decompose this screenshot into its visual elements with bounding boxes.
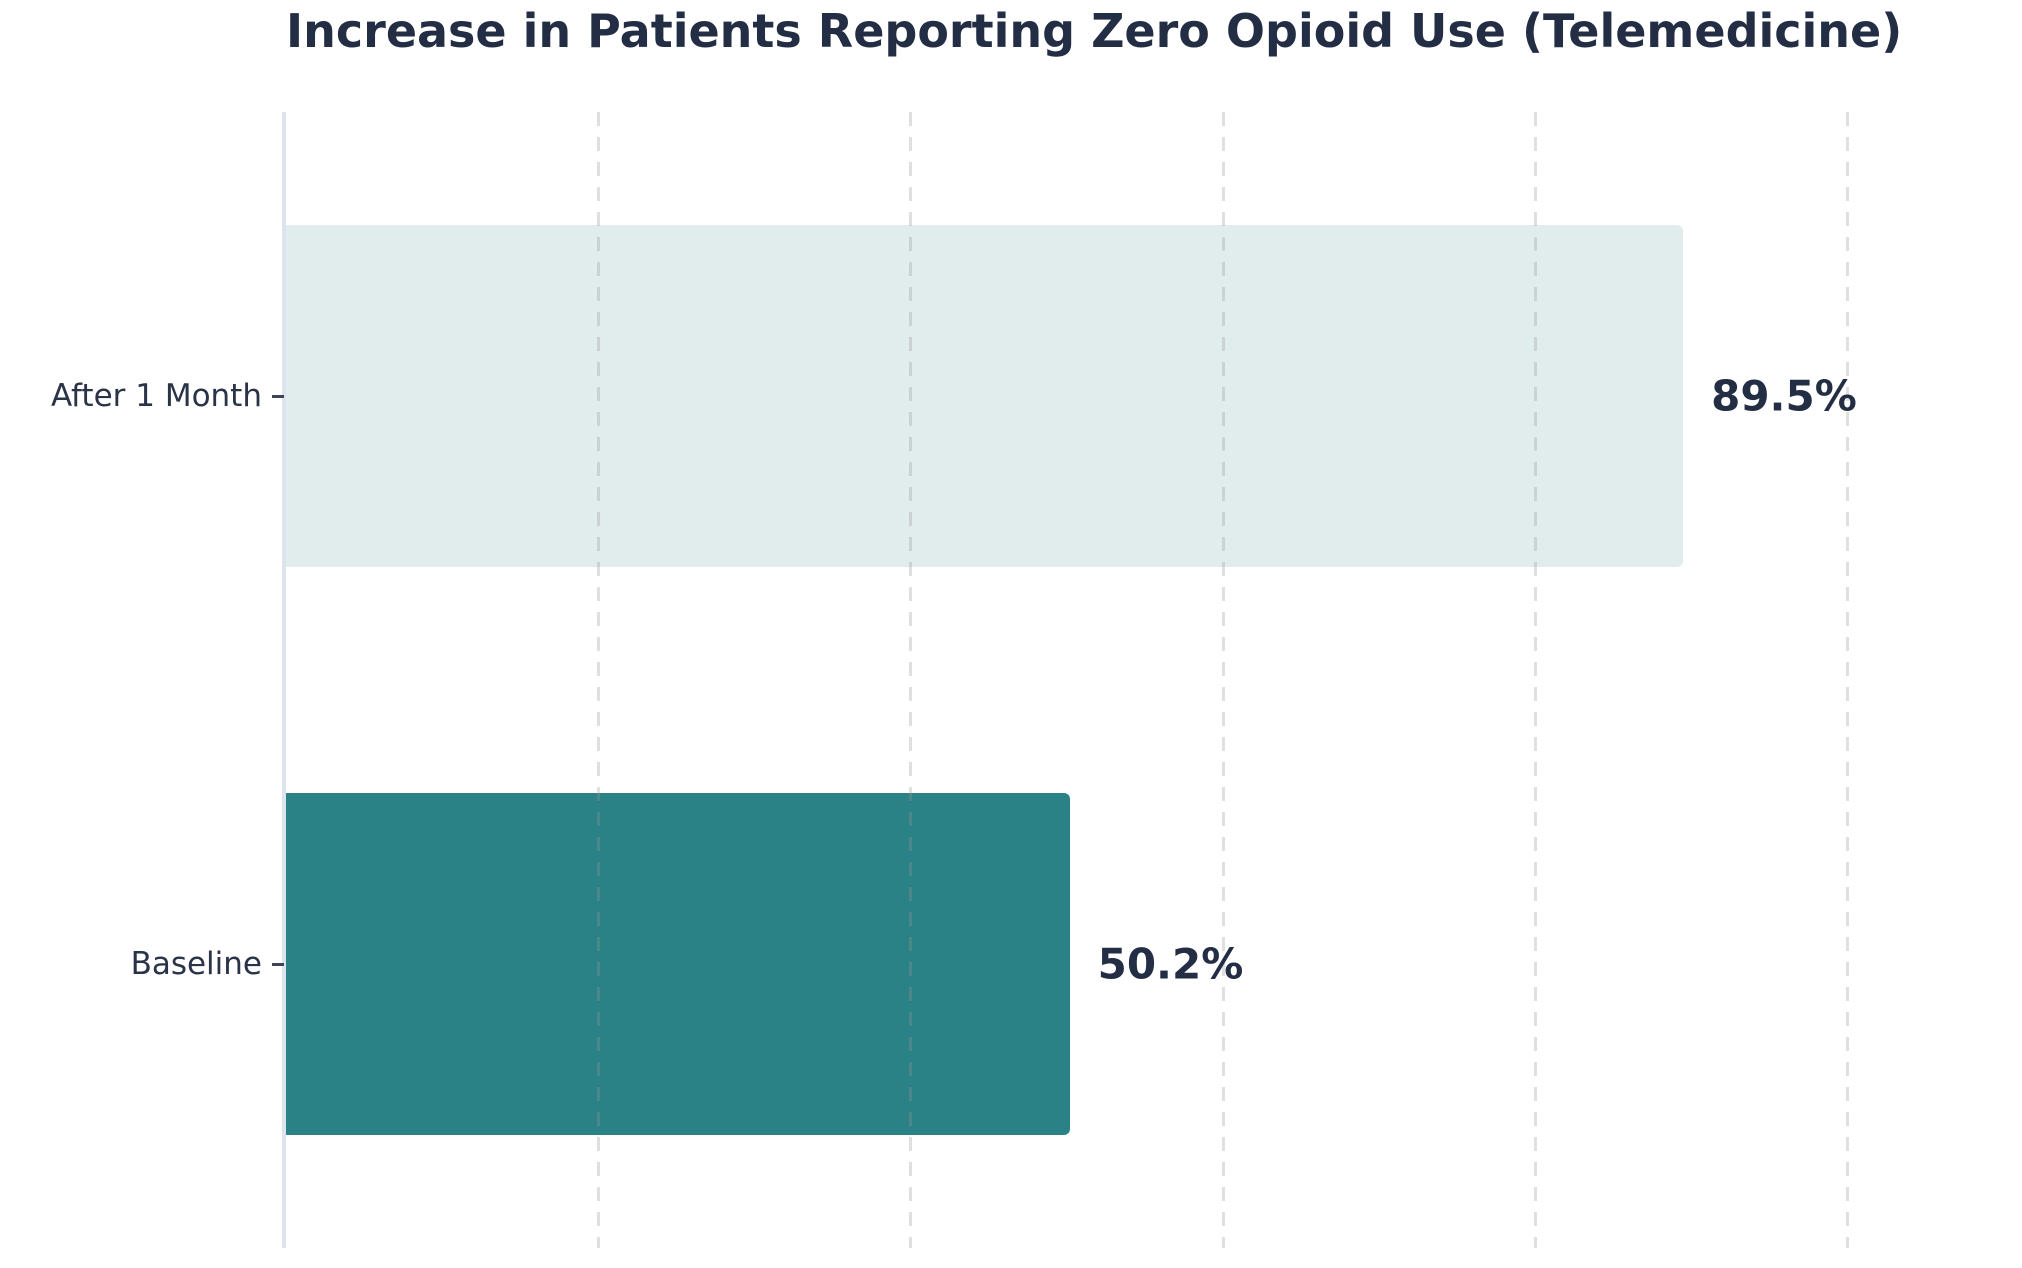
gridline-20	[597, 112, 601, 1248]
value-label-after-1-month: 89.5%	[1711, 371, 1857, 421]
plot-area: 89.5% 50.2%	[282, 112, 1857, 1248]
bar-baseline	[286, 793, 1070, 1135]
gridline-100	[1846, 112, 1849, 1248]
y-axis-label-after-1-month: After 1 Month	[50, 378, 262, 414]
gridline-80	[1533, 112, 1537, 1248]
gridline-40	[909, 112, 913, 1248]
y-axis-tick-baseline	[272, 962, 284, 966]
bar-after-1-month	[286, 225, 1684, 567]
y-axis-line	[282, 112, 286, 1248]
y-axis-label-baseline: Baseline	[130, 946, 262, 982]
chart-title: Increase in Patients Reporting Zero Opio…	[286, 4, 1903, 58]
value-label-baseline: 50.2%	[1097, 939, 1244, 989]
gridline-60	[1221, 112, 1225, 1248]
y-axis-tick-after-1-month	[272, 394, 284, 398]
